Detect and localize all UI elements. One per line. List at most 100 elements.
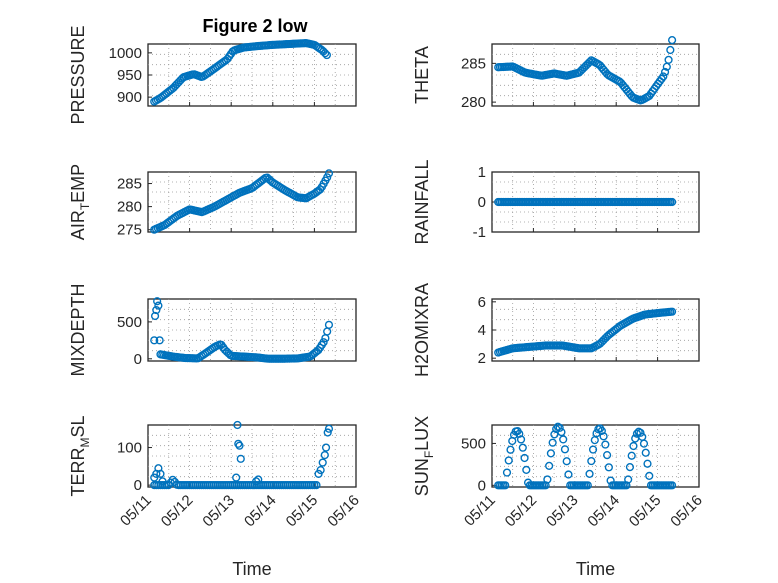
data-point: [254, 475, 263, 484]
data-point: [321, 443, 331, 452]
y-tick-label: 4: [478, 322, 486, 339]
y-tick-label: 1: [478, 164, 486, 181]
axis-label: SUNFLUX: [412, 416, 436, 496]
axis-label: THETA: [412, 46, 432, 104]
y-tick-label: 900: [117, 89, 142, 106]
data-point: [150, 311, 160, 321]
data-point: [546, 449, 556, 458]
data-point: [587, 456, 596, 466]
data-point: [322, 50, 331, 60]
data-point: [601, 440, 610, 449]
x-tick-label: 05/13: [543, 492, 582, 531]
data-point: [625, 462, 635, 472]
y-tick-label: 0: [478, 194, 486, 211]
y-tick-label: 6: [478, 294, 486, 311]
y-tick-label: 285: [117, 176, 142, 193]
data-point: [562, 457, 571, 466]
x-tick-label: 05/15: [626, 492, 665, 531]
data-point: [636, 428, 645, 437]
data-point: [564, 470, 573, 479]
axis-label: AIRTEMP: [68, 164, 92, 240]
data-point: [629, 441, 638, 451]
data-point: [543, 475, 552, 484]
data-point: [667, 197, 677, 207]
data-point: [560, 445, 570, 454]
y-tick-label: 500: [117, 314, 142, 331]
y-tick-label: 280: [117, 199, 142, 216]
data-point: [664, 55, 673, 64]
x-axis-label: Time: [232, 559, 271, 579]
subplot-pressure: 900 950 1000 PRESSURE: [68, 25, 357, 125]
data-point: [666, 45, 675, 55]
x-tick-label: 05/15: [283, 492, 322, 531]
y-tick-label: 280: [461, 94, 486, 111]
data-point: [324, 424, 334, 433]
data-point: [597, 426, 606, 435]
data-point: [158, 477, 167, 486]
subplot-terr-msl: 0 100 05/11 05/12 05/13 05/14 05/15 05/16 TERRMS…: [68, 415, 363, 579]
data-point: [233, 420, 242, 430]
data-point: [545, 461, 554, 470]
data-point: [323, 428, 332, 437]
data-point: [321, 49, 330, 58]
x-tick-label: 05/11: [117, 492, 155, 530]
data-point: [502, 468, 512, 477]
data-point: [627, 451, 636, 460]
x-tick-label: 05/12: [502, 492, 541, 531]
data-point: [232, 473, 241, 482]
data-point: [599, 432, 608, 441]
y-tick-label: 0: [134, 351, 142, 368]
subplot-h2omixra: 2 4 6 H2OMIXRA: [412, 283, 700, 377]
data-point: [667, 307, 677, 316]
data-point: [559, 435, 568, 444]
x-tick-label: 05/14: [241, 492, 280, 531]
data-point: [624, 475, 633, 484]
axis-label: PRESSURE: [68, 25, 88, 124]
axis-label: H2OMIXRA: [412, 283, 432, 377]
y-tick-label: 0: [134, 477, 142, 494]
subplot-air-temp: 275 280 285 AIRTEMP: [68, 164, 357, 240]
y-tick-label: 100: [117, 440, 142, 457]
data-point: [234, 439, 243, 448]
x-tick-label: 05/13: [199, 492, 238, 531]
data-point: [516, 435, 526, 444]
data-point: [152, 305, 161, 315]
subplot-mixdepth: 0 500 MIXDEPTH: [68, 283, 357, 377]
data-point: [667, 36, 677, 45]
data-point: [235, 441, 244, 450]
axis-label: MIXDEPTH: [68, 283, 88, 376]
data-point: [520, 453, 529, 463]
data-point: [316, 465, 325, 475]
data-point: [320, 450, 329, 460]
data-point: [645, 471, 654, 480]
data-point: [501, 481, 510, 490]
data-point: [603, 450, 612, 460]
data-point: [154, 301, 163, 310]
data-point: [667, 481, 677, 490]
subplot-sun-flux: 0 500 05/11 05/12 05/13 05/14 05/15 05/16 SUNFLU…: [412, 416, 706, 579]
data-point: [252, 477, 261, 486]
axis-label: RAINFALL: [412, 159, 432, 244]
y-tick-label: 275: [117, 222, 142, 239]
subplot-rainfall: -1 0 1 RAINFALL: [412, 159, 700, 245]
data-point: [660, 67, 670, 77]
data-point: [319, 338, 328, 347]
data-point: [515, 429, 524, 438]
y-tick-label: 950: [117, 67, 142, 84]
x-tick-label: 05/16: [324, 492, 363, 531]
data-point: [153, 297, 162, 306]
data-point: [522, 465, 531, 474]
y-tick-label: 285: [461, 55, 486, 72]
data-point: [555, 423, 564, 432]
y-tick-label: 0: [478, 477, 486, 494]
figure-title: Figure 2 low: [202, 16, 308, 36]
y-tick-label: 2: [478, 350, 486, 367]
data-point: [548, 438, 557, 447]
x-tick-label: 05/11: [461, 492, 499, 530]
data-point: [659, 72, 668, 81]
data-point: [318, 458, 327, 467]
data-point: [323, 173, 332, 182]
x-axis-label: Time: [576, 559, 615, 579]
data-point: [168, 475, 177, 484]
